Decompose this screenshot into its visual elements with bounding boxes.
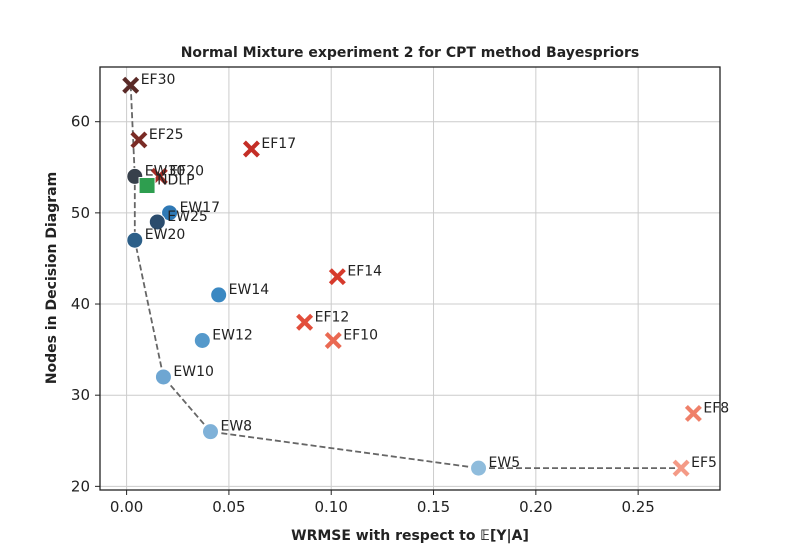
y-tick-label: 20 xyxy=(71,477,90,495)
point-label: EF12 xyxy=(315,309,350,325)
data-points xyxy=(122,76,702,477)
x-tick-label: 0.10 xyxy=(315,498,348,516)
frontier-line xyxy=(129,85,682,469)
axis-ticks: 0.00 0.05 0.10 0.15 0.20 0.25 20 30 40 50 60 xyxy=(71,113,655,516)
point-label: EW8 xyxy=(220,419,252,435)
x-marker-stroke xyxy=(296,313,314,331)
data-point xyxy=(193,331,211,349)
point-label: EW10 xyxy=(173,364,214,380)
frontier-path xyxy=(129,85,682,469)
data-point xyxy=(126,231,144,249)
point-label: EW14 xyxy=(229,282,270,298)
x-marker-stroke xyxy=(684,404,702,422)
x-marker-stroke xyxy=(130,131,148,149)
point-label: EF5 xyxy=(691,455,717,471)
chart-title: Normal Mixture experiment 2 for CPT meth… xyxy=(181,45,640,61)
point-label: EF25 xyxy=(149,127,184,143)
y-axis-label: Nodes in Decision Diagram xyxy=(44,172,60,384)
data-point xyxy=(130,131,148,149)
point-label: EW30 xyxy=(145,163,186,179)
point-label: EW25 xyxy=(167,209,208,225)
point-labels: EW5 EW8 EW10 EW12 EW14 EW17 EW20 EW25 EW30 EF5 EF8… xyxy=(141,72,730,471)
x-marker-stroke xyxy=(324,332,342,349)
point-label: EF30 xyxy=(141,72,176,88)
y-tick-label: 50 xyxy=(71,204,90,222)
point-label: NDLP xyxy=(157,173,195,189)
x-tick-label: 0.00 xyxy=(110,498,143,516)
data-point xyxy=(154,368,172,386)
x-marker-stroke xyxy=(328,268,346,286)
x-tick-label: 0.15 xyxy=(417,498,450,516)
x-marker-stroke xyxy=(672,459,690,477)
data-point xyxy=(684,404,702,422)
point-label: EW12 xyxy=(212,327,253,343)
data-point xyxy=(672,459,690,477)
y-tick-label: 60 xyxy=(71,113,90,131)
data-point xyxy=(242,140,260,158)
x-marker-stroke xyxy=(122,76,140,94)
data-point xyxy=(210,286,228,304)
grid xyxy=(100,67,720,490)
point-label: EF20 xyxy=(169,163,204,179)
plot-frame xyxy=(99,66,721,491)
y-tick-label: 40 xyxy=(71,295,90,313)
data-point xyxy=(201,423,219,441)
x-axis-label: WRMSE with respect to 𝔼[Y|A] xyxy=(291,528,529,544)
data-point xyxy=(148,213,166,231)
data-point xyxy=(324,332,342,349)
data-point xyxy=(328,268,346,286)
point-label: EF14 xyxy=(347,264,382,280)
data-point xyxy=(296,313,314,331)
x-tick-label: 0.20 xyxy=(519,498,552,516)
y-tick-label: 30 xyxy=(71,386,90,404)
data-point xyxy=(122,76,140,94)
point-label: EW5 xyxy=(489,455,521,471)
x-tick-label: 0.05 xyxy=(212,498,245,516)
point-label: EW20 xyxy=(145,227,186,243)
x-tick-label: 0.25 xyxy=(621,498,654,516)
point-label: EF8 xyxy=(703,400,729,416)
data-point xyxy=(470,459,488,477)
point-label: EW17 xyxy=(180,200,221,216)
data-point xyxy=(138,177,156,195)
point-label: EF17 xyxy=(261,136,296,152)
data-point xyxy=(161,204,179,222)
x-marker-stroke xyxy=(242,140,260,158)
point-label: EF10 xyxy=(343,327,378,343)
